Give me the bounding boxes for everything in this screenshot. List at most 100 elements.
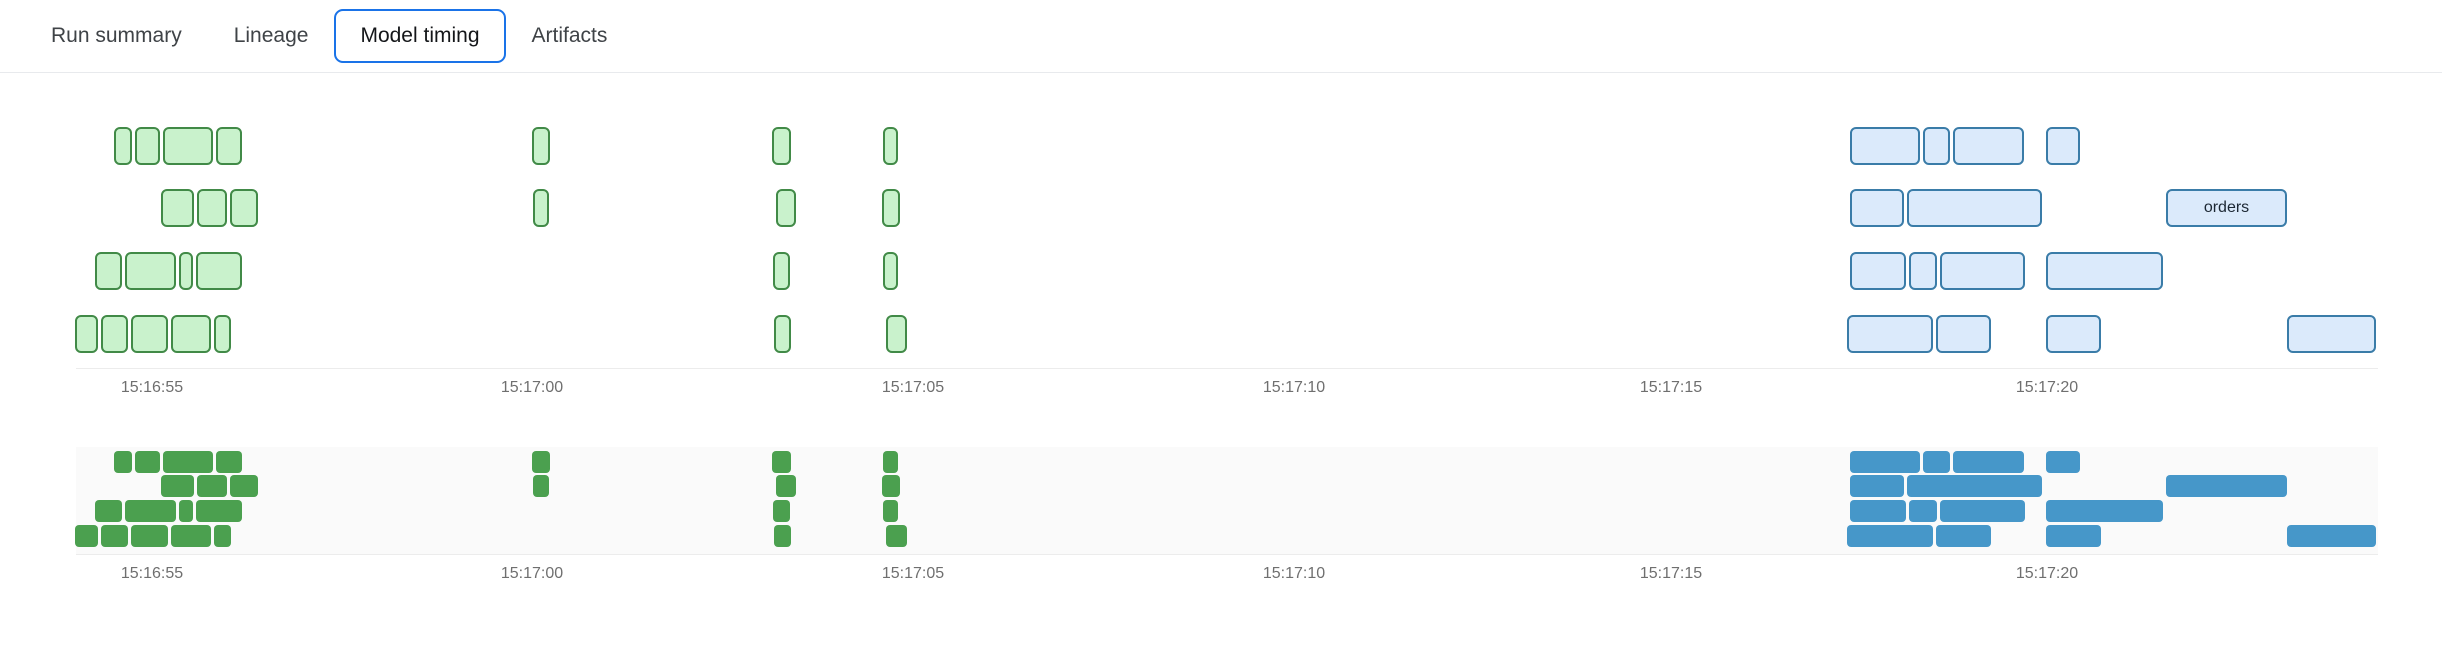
minimap-bar[interactable] — [161, 475, 194, 497]
minimap-bar[interactable] — [883, 451, 898, 473]
minimap-bar[interactable] — [214, 525, 231, 547]
model-bar[interactable] — [125, 252, 176, 290]
minimap-bar[interactable] — [125, 500, 176, 522]
minimap-bar[interactable] — [2046, 525, 2101, 547]
tab-model-timing[interactable]: Model timing — [334, 9, 506, 63]
model-bar-label: orders — [2203, 199, 2250, 216]
model-bar[interactable] — [532, 127, 550, 165]
minimap-bar[interactable] — [1847, 525, 1933, 547]
minimap-bar[interactable] — [532, 451, 550, 473]
minimap-bar[interactable] — [1907, 475, 2042, 497]
minimap-bar[interactable] — [2166, 475, 2287, 497]
model-bar[interactable] — [776, 189, 796, 227]
model-bar[interactable] — [2046, 127, 2080, 165]
minimap-bar[interactable] — [163, 451, 213, 473]
minimap-bar[interactable] — [179, 500, 193, 522]
minimap-bar[interactable] — [776, 475, 796, 497]
minimap-bar[interactable] — [1953, 451, 2024, 473]
model-bar[interactable] — [2287, 315, 2376, 353]
minimap-bar[interactable] — [230, 475, 258, 497]
model-bar[interactable] — [1923, 127, 1950, 165]
minimap-bar[interactable] — [772, 451, 791, 473]
minimap-bar[interactable] — [882, 475, 900, 497]
model-bar[interactable] — [171, 315, 211, 353]
model-bar-orders[interactable]: orders — [2166, 189, 2287, 227]
model-bar[interactable] — [1907, 189, 2042, 227]
model-bar[interactable] — [75, 315, 98, 353]
minimap-bar[interactable] — [2046, 451, 2080, 473]
model-bar[interactable] — [774, 315, 791, 353]
tab-artifacts[interactable]: Artifacts — [531, 24, 608, 47]
model-bar[interactable] — [101, 315, 128, 353]
minimap-bar[interactable] — [171, 525, 211, 547]
model-bar[interactable] — [1936, 315, 1991, 353]
minimap-bar[interactable] — [95, 500, 122, 522]
x-tick-label: 15:16:55 — [120, 379, 184, 396]
minimap-bar[interactable] — [774, 525, 791, 547]
tab-lineage[interactable]: Lineage — [233, 24, 309, 47]
minimap-bar[interactable] — [197, 475, 227, 497]
minimap-bar[interactable] — [216, 451, 242, 473]
minimap-bar[interactable] — [533, 475, 549, 497]
model-bar[interactable] — [1850, 127, 1920, 165]
x-tick-label: 15:17:15 — [1639, 565, 1703, 582]
x-tick-label: 15:17:00 — [500, 565, 564, 582]
minimap-bar[interactable] — [1909, 500, 1937, 522]
model-bar[interactable] — [230, 189, 258, 227]
model-bar[interactable] — [216, 127, 242, 165]
x-tick-label: 15:17:15 — [1639, 379, 1703, 396]
minimap-bar[interactable] — [1850, 500, 1906, 522]
minimap-axis-line — [76, 554, 2378, 555]
model-bar[interactable] — [1847, 315, 1933, 353]
minimap-bar[interactable] — [131, 525, 168, 547]
model-bar[interactable] — [214, 315, 231, 353]
minimap-bar[interactable] — [2046, 500, 2163, 522]
x-tick-label: 15:17:00 — [500, 379, 564, 396]
minimap-bar[interactable] — [1923, 451, 1950, 473]
minimap-bar[interactable] — [883, 500, 898, 522]
minimap-bar[interactable] — [75, 525, 98, 547]
model-bar[interactable] — [533, 189, 549, 227]
model-bar[interactable] — [883, 127, 898, 165]
model-bar[interactable] — [131, 315, 168, 353]
model-bar[interactable] — [1953, 127, 2024, 165]
model-bar[interactable] — [161, 189, 194, 227]
model-bar[interactable] — [2046, 315, 2101, 353]
x-tick-label: 15:17:05 — [881, 565, 945, 582]
x-tick-label: 15:16:55 — [120, 565, 184, 582]
minimap-bar[interactable] — [2287, 525, 2376, 547]
model-bar[interactable] — [163, 127, 213, 165]
model-bar[interactable] — [114, 127, 132, 165]
model-bar[interactable] — [1850, 252, 1906, 290]
minimap-bar[interactable] — [196, 500, 242, 522]
minimap-bar[interactable] — [101, 525, 128, 547]
model-bar[interactable] — [1850, 189, 1904, 227]
model-bar[interactable] — [196, 252, 242, 290]
minimap-bar[interactable] — [1850, 451, 1920, 473]
minimap-bar[interactable] — [1850, 475, 1904, 497]
tab-run-summary[interactable]: Run summary — [51, 24, 182, 47]
model-bar[interactable] — [882, 189, 900, 227]
minimap-bar[interactable] — [1940, 500, 2025, 522]
minimap-bar[interactable] — [1936, 525, 1991, 547]
x-tick-label: 15:17:10 — [1262, 565, 1326, 582]
model-bar[interactable] — [2046, 252, 2163, 290]
detail-axis-line — [76, 368, 2378, 369]
model-bar[interactable] — [772, 127, 791, 165]
minimap-bar[interactable] — [114, 451, 132, 473]
model-bar[interactable] — [773, 252, 790, 290]
model-bar[interactable] — [197, 189, 227, 227]
model-bar[interactable] — [1940, 252, 2025, 290]
model-bar[interactable] — [135, 127, 160, 165]
minimap-background — [76, 447, 2378, 554]
minimap-bar[interactable] — [886, 525, 907, 547]
model-bar[interactable] — [886, 315, 907, 353]
model-bar[interactable] — [95, 252, 122, 290]
model-bar[interactable] — [883, 252, 898, 290]
minimap-bar[interactable] — [773, 500, 790, 522]
minimap-bar[interactable] — [135, 451, 160, 473]
model-bar[interactable] — [179, 252, 193, 290]
tab-bar: Run summary Lineage Model timing Artifac… — [0, 0, 2442, 73]
model-bar[interactable] — [1909, 252, 1937, 290]
